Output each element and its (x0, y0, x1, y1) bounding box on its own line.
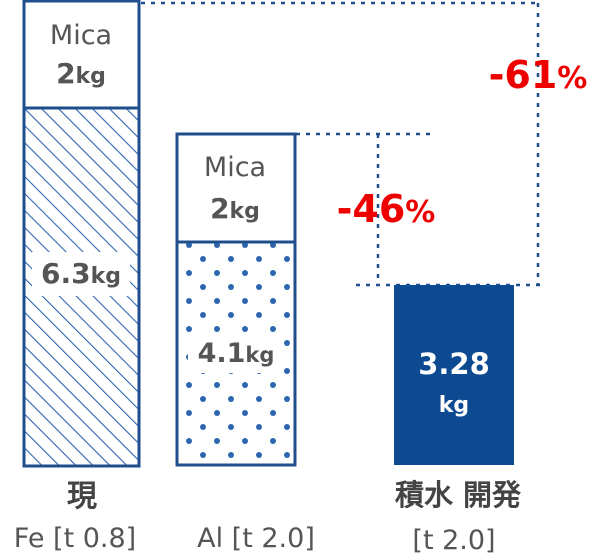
bar-sekisui-segment (394, 285, 514, 465)
category-label-sekisui: 積水 開発 (395, 478, 522, 512)
bar-fe: Mica 2kg 6.3kg (22, 0, 141, 468)
category-sub-sekisui: [t 2.0] (412, 525, 495, 556)
bar-sekisui-value: 3.28 (418, 347, 490, 381)
bar-al-mica-value: 2kg (210, 192, 260, 225)
bar-al-mica-label: Mica (204, 152, 266, 183)
category-label-fe: 現 (67, 479, 97, 514)
category-sub-al: Al [t 2.0] (197, 523, 315, 554)
bar-al: Mica 2kg 4.1kg (175, 132, 297, 467)
bar-fe-mica-value: 2kg (56, 57, 106, 90)
bar-sekisui-unit: kg (439, 393, 469, 418)
annotation-46: -46% (337, 187, 436, 231)
bar-fe-value-label: 6.3kg (41, 257, 121, 290)
bar-sekisui: 3.28 kg (394, 285, 514, 465)
category-sub-fe: Fe [t 0.8] (14, 523, 136, 554)
bar-fe-mica-segment (22, 0, 141, 110)
bar-al-mica-segment (175, 132, 297, 244)
bar-al-value-bg (188, 333, 284, 373)
annotation-61: -61% (489, 53, 588, 97)
bar-fe-mica-label: Mica (50, 20, 112, 51)
bar-fe-value-bg (32, 252, 130, 296)
bar-al-value-label: 4.1kg (198, 338, 275, 369)
